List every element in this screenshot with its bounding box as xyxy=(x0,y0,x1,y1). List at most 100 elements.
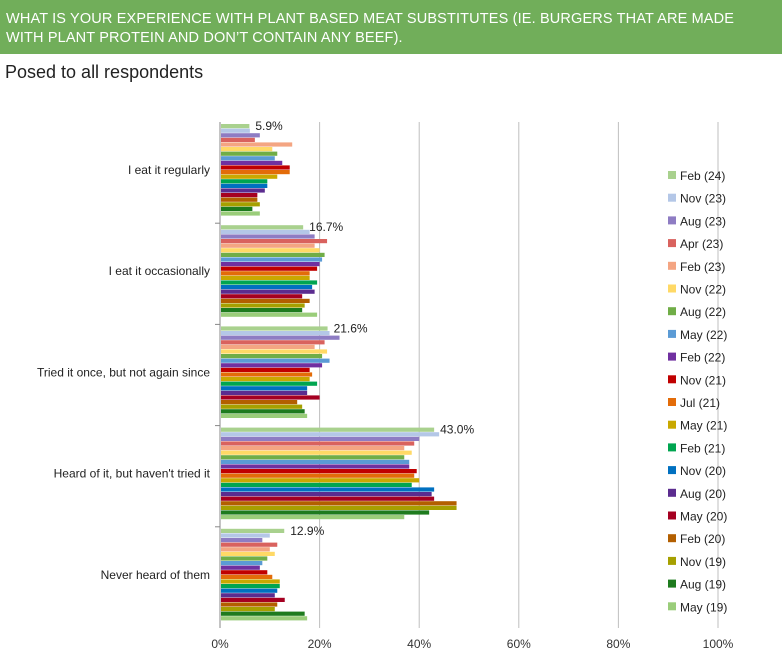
bar xyxy=(221,390,308,395)
x-tick-label: 80% xyxy=(606,637,630,651)
bar xyxy=(221,404,303,409)
bar xyxy=(221,441,415,446)
legend-entry: Nov (22) xyxy=(680,283,726,297)
data-label: 21.6% xyxy=(334,321,368,335)
legend-swatch xyxy=(668,556,676,565)
bar xyxy=(221,501,457,506)
bar xyxy=(221,170,290,175)
bar xyxy=(221,579,280,584)
legend-entry: Aug (19) xyxy=(680,578,726,592)
legend-swatch xyxy=(668,307,676,316)
bar xyxy=(221,174,278,179)
bar xyxy=(221,547,270,552)
subtitle: Posed to all respondents xyxy=(5,62,204,82)
legend-swatch xyxy=(668,420,676,429)
bar xyxy=(221,133,260,138)
legend-swatch xyxy=(668,579,676,588)
bar xyxy=(221,427,435,432)
bar xyxy=(221,275,310,280)
bar xyxy=(221,377,310,382)
bar xyxy=(221,211,260,216)
bar xyxy=(221,533,270,538)
legend-swatch xyxy=(668,261,676,270)
bar xyxy=(221,450,412,455)
x-tick-label: 40% xyxy=(407,637,431,651)
bar xyxy=(221,400,298,405)
bar xyxy=(221,257,323,262)
bar xyxy=(221,556,268,561)
legend-entry: Nov (19) xyxy=(680,555,726,569)
bar xyxy=(221,505,457,510)
bar xyxy=(221,285,313,290)
question-text: WHAT IS YOUR EXPERIENCE WITH PLANT BASED… xyxy=(6,11,735,46)
bar xyxy=(221,179,268,184)
x-tick-label: 0% xyxy=(211,637,229,651)
legend-entry: Feb (21) xyxy=(680,441,725,455)
legend-swatch xyxy=(668,193,676,202)
legend-swatch xyxy=(668,488,676,497)
legend-entry: Apr (23) xyxy=(680,237,723,251)
legend-swatch xyxy=(668,329,676,338)
legend-swatch xyxy=(668,284,676,293)
category-label: I eat it occasionally xyxy=(109,264,210,278)
x-tick-label: 60% xyxy=(507,637,531,651)
bar xyxy=(221,597,285,602)
bar xyxy=(221,266,318,271)
bar xyxy=(221,165,290,170)
category-label: Tried it once, but not again since xyxy=(37,365,210,379)
bar xyxy=(221,478,420,483)
bar xyxy=(221,413,308,418)
bar xyxy=(221,473,415,478)
data-label: 12.9% xyxy=(290,524,324,538)
bar xyxy=(221,147,273,152)
bar xyxy=(221,459,410,464)
bar xyxy=(221,142,293,147)
bar xyxy=(221,372,313,377)
bar xyxy=(221,611,305,616)
bar xyxy=(221,202,260,207)
bar xyxy=(221,492,432,497)
legend-swatch xyxy=(668,375,676,384)
bar xyxy=(221,455,405,460)
bar xyxy=(221,363,323,368)
legend-swatch xyxy=(668,398,676,406)
question-banner: WHAT IS YOUR EXPERIENCE WITH PLANT BASED… xyxy=(0,0,782,54)
bar xyxy=(221,542,278,547)
bar xyxy=(221,496,435,501)
bar xyxy=(221,565,260,570)
bar xyxy=(221,271,310,276)
legend-entry: May (21) xyxy=(680,419,727,433)
legend-entry: Feb (24) xyxy=(680,169,725,183)
bar xyxy=(221,469,417,474)
bar xyxy=(221,160,283,165)
bar xyxy=(221,561,263,566)
legend-entry: Aug (23) xyxy=(680,214,726,228)
bar xyxy=(221,487,435,492)
bar xyxy=(221,602,278,607)
legend-swatch xyxy=(668,443,676,452)
bar xyxy=(221,326,328,331)
data-label: 5.9% xyxy=(255,119,283,133)
bar xyxy=(221,381,318,386)
legend-entry: Feb (23) xyxy=(680,260,725,274)
bar xyxy=(221,294,303,299)
bar xyxy=(221,128,250,133)
bar xyxy=(221,349,328,354)
bar xyxy=(221,344,315,349)
legend-entry: Feb (20) xyxy=(680,532,725,546)
bar xyxy=(221,156,275,161)
bar xyxy=(221,308,303,313)
bar xyxy=(221,436,420,441)
legend-entry: Nov (21) xyxy=(680,373,726,387)
x-tick-label: 20% xyxy=(308,637,332,651)
legend-entry: Nov (23) xyxy=(680,192,726,206)
bar xyxy=(221,482,412,487)
bar xyxy=(221,607,275,612)
bar xyxy=(221,193,258,198)
data-label: 43.0% xyxy=(440,423,474,437)
bar xyxy=(221,354,323,359)
bar xyxy=(221,183,268,188)
bar xyxy=(221,588,278,593)
legend-entry: Nov (20) xyxy=(680,464,726,478)
